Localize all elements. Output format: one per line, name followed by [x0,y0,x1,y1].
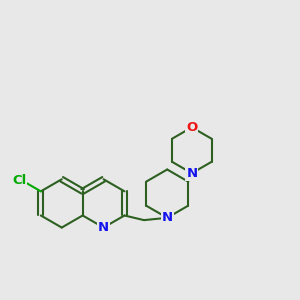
Text: N: N [162,211,173,224]
Text: N: N [98,221,109,234]
Text: O: O [186,121,197,134]
Text: N: N [186,167,197,180]
Text: Cl: Cl [12,174,26,188]
